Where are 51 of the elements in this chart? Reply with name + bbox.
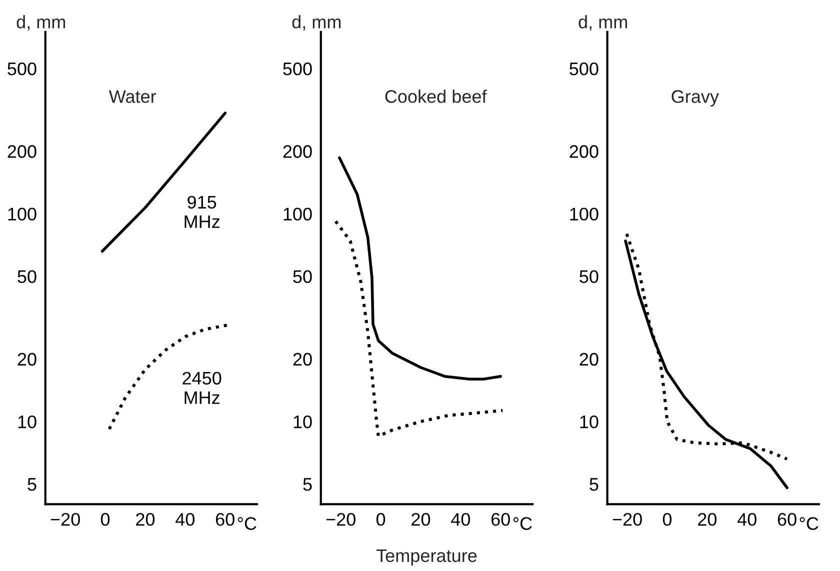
- x-tick-label: −20: [612, 513, 642, 526]
- line-series: [100, 112, 226, 253]
- x-tick-label: 0: [100, 513, 110, 526]
- y-tick-label: 200: [570, 145, 598, 158]
- x-tick-label: 40: [737, 513, 756, 526]
- x-tick-label: 0: [376, 513, 386, 526]
- x-tick-label: 60: [216, 513, 234, 526]
- y-tick-label: 50: [293, 270, 312, 284]
- y-tick-label: 100: [284, 208, 312, 220]
- y-tick-label: 5: [303, 478, 312, 491]
- y-tick-label: 500: [570, 62, 598, 76]
- line-series: [338, 156, 502, 381]
- text: °C: [513, 517, 532, 530]
- line-series: [334, 220, 504, 438]
- y-axis-title: d, mm: [292, 15, 341, 31]
- y-tick-label: 20: [293, 352, 312, 366]
- y-tick-label: 10: [18, 415, 36, 428]
- text: Water: [108, 90, 156, 103]
- y-tick-label: 20: [18, 352, 36, 366]
- y-tick-label: 50: [580, 270, 598, 284]
- x-tick-label: 60: [778, 513, 796, 526]
- series-label: 915 MHz: [184, 196, 220, 228]
- y-tick-label: 10: [580, 415, 598, 428]
- y-axis-title: d, mm: [578, 15, 627, 31]
- x-tick-label: 20: [698, 513, 717, 526]
- y-tick-label: 20: [580, 352, 598, 366]
- y-tick-label: 10: [294, 415, 312, 428]
- x-tick-label: −20: [326, 513, 356, 526]
- y-tick-label: 100: [570, 208, 598, 220]
- x-tick-label: 20: [412, 513, 430, 526]
- y-tick-label: 50: [18, 270, 36, 284]
- x-tick-label: −20: [50, 513, 80, 526]
- y-tick-label: 5: [590, 478, 598, 491]
- text: Cooked beef: [385, 90, 487, 103]
- x-tick-label: 60: [491, 513, 510, 526]
- y-tick-label: 500: [283, 62, 312, 76]
- y-tick-label: 500: [8, 62, 36, 76]
- x-axis-title: Temperature: [376, 549, 477, 566]
- x-tick-label: 20: [136, 513, 155, 526]
- y-tick-label: 100: [8, 208, 36, 220]
- y-tick-label: 200: [283, 145, 312, 158]
- x-tick-label: 0: [662, 513, 672, 526]
- x-tick-label: 40: [451, 513, 470, 526]
- x-tick-label: 40: [176, 513, 194, 526]
- series-label: 2450 MHz: [182, 372, 222, 404]
- text: Gravy: [672, 90, 719, 106]
- text: °C: [800, 517, 818, 530]
- y-tick-label: 5: [28, 478, 36, 491]
- y-tick-label: 200: [8, 145, 36, 158]
- text: °C: [238, 517, 256, 530]
- y-axis-title: d, mm: [16, 15, 66, 31]
